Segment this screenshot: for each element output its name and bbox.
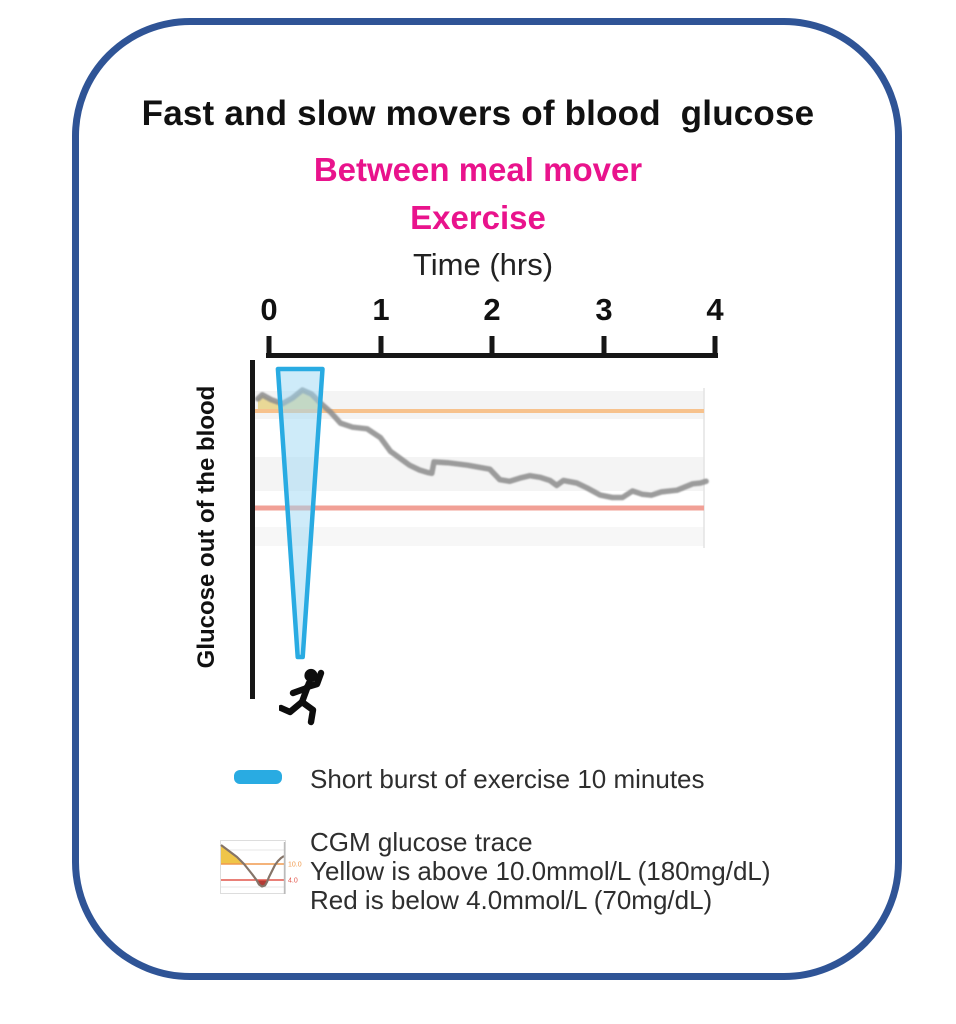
x-tick-label-2: 2	[483, 292, 501, 327]
x-axis-line	[266, 353, 718, 358]
y-axis-line	[250, 360, 255, 699]
x-tick-label-3: 3	[595, 292, 613, 327]
x-tick-label-1: 1	[372, 292, 390, 327]
cgm-legend-line-2: Yellow is above 10.0mmol/L (180mg/dL)	[310, 856, 771, 886]
figure-subtitle-between-meal-mover: Between meal mover	[313, 151, 643, 188]
cgm-icon-high-value: 10.0	[288, 862, 302, 869]
cgm-icon-trace	[220, 844, 285, 888]
cgm-legend-line-1: CGM glucose trace	[310, 827, 533, 857]
x-axis-tick-0	[266, 336, 272, 354]
x-tick-label-4: 4	[706, 292, 724, 327]
runner-icon	[279, 668, 325, 726]
runner-front-leg	[298, 698, 317, 726]
figure-title: Fast and slow movers of blood glucose	[141, 94, 815, 133]
runner-back-leg	[279, 698, 306, 716]
cgm-legend-text: CGM glucose trace Yellow is above 10.0mm…	[310, 828, 771, 915]
figure-subtitle-exercise: Exercise	[410, 199, 546, 236]
exercise-legend-swatch	[234, 770, 282, 784]
runner-head	[304, 668, 318, 683]
glucose-chart	[250, 336, 718, 699]
runner-front-arm	[303, 669, 325, 691]
x-axis-tick-4	[712, 336, 718, 354]
cgm-icon-low-value: 4.0	[288, 878, 298, 885]
x-tick-label-0: 0	[260, 292, 278, 327]
cgm-legend-line-3: Red is below 4.0mmol/L (70mg/dL)	[310, 885, 713, 915]
x-axis-title: Time (hrs)	[412, 247, 554, 282]
cgm-trace-icon: 10.0 4.0	[220, 840, 302, 894]
axes	[250, 336, 718, 699]
exercise-legend-label: Short burst of exercise 10 minutes	[310, 764, 705, 794]
exercise-burst-wedge	[275, 366, 325, 660]
y-axis-title: Glucose out of the blood	[193, 385, 220, 669]
figure-border	[72, 18, 902, 980]
x-axis-tick-1	[378, 336, 384, 354]
runner-back-arm	[289, 684, 311, 697]
x-axis-tick-2	[489, 336, 495, 354]
x-axis-tick-3	[601, 336, 607, 354]
